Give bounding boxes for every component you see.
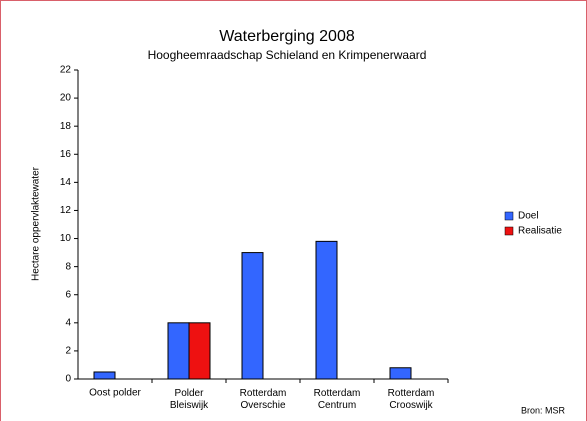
chart-subtitle: Hoogheemraadschap Schieland en Krimpener… [148,48,427,62]
y-tick-label: 18 [60,121,72,132]
bar [315,240,338,380]
x-tick-label: Rotterdam Crooswijk [388,388,435,411]
y-tick-label: 10 [60,233,72,244]
bar [167,322,190,380]
chart-title: Waterberging 2008 [219,28,355,45]
y-axis-label: Hectare oppervlaktewater [31,166,42,281]
y-tick-label: 22 [60,65,72,76]
x-tick-label: Polder Bleiswijk [170,388,209,411]
y-tick-label: 4 [65,317,71,328]
y-tick-label: 16 [60,149,72,160]
y-tick-label: 20 [60,93,72,104]
bar [241,252,264,380]
y-tick-label: 2 [65,346,71,357]
legend-label: Realisatie [518,226,562,237]
bar [93,371,116,380]
y-tick-label: 6 [65,289,71,300]
bar [389,367,412,380]
y-tick-label: 14 [60,177,72,188]
legend-swatch [504,226,514,236]
bar [188,322,211,380]
x-tick-label: Oost polder [89,388,141,399]
legend-label: Doel [518,211,539,222]
x-tick-label: Rotterdam Overschie [240,388,287,411]
legend-swatch [504,211,514,221]
x-tick-label: Rotterdam Centrum [314,388,361,411]
y-tick-label: 8 [65,261,71,272]
source: Bron: MSR [521,405,566,415]
y-tick-label: 0 [65,374,71,385]
y-tick-label: 12 [60,205,72,216]
